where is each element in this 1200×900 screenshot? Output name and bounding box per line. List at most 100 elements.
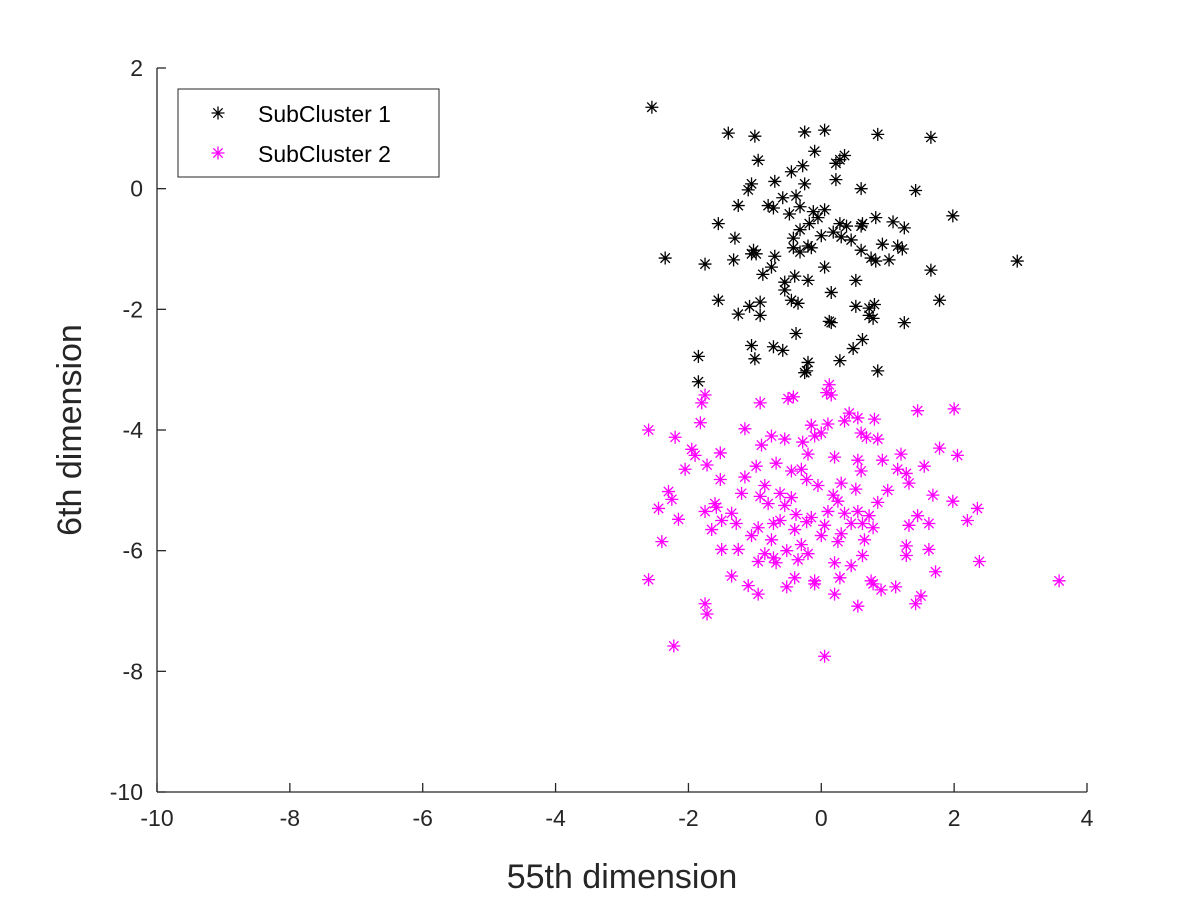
data-point [745, 177, 759, 191]
data-point [899, 539, 913, 553]
data-point [768, 249, 782, 263]
data-point [801, 273, 815, 287]
data-point [764, 533, 778, 547]
data-point [698, 257, 712, 271]
data-point [800, 515, 814, 529]
data-point [811, 211, 825, 225]
data-point [828, 450, 842, 464]
data-point [755, 438, 768, 452]
data-point [933, 293, 947, 307]
data-point [778, 432, 792, 446]
data-point [731, 542, 745, 556]
data-point [786, 241, 800, 255]
data-point [864, 574, 878, 588]
data-point [881, 483, 895, 497]
data-point [824, 285, 838, 299]
data-point [667, 639, 681, 653]
data-point [788, 523, 802, 537]
data-point [796, 159, 810, 173]
data-point [911, 404, 925, 418]
data-point [924, 263, 938, 277]
data-point [889, 580, 903, 594]
data-point [821, 504, 835, 518]
data-point [851, 453, 865, 467]
data-point [818, 203, 832, 217]
data-point [789, 326, 803, 340]
data-point [866, 577, 880, 591]
data-point [748, 129, 762, 143]
data-point [743, 299, 757, 313]
data-point [834, 230, 848, 244]
data-point [922, 542, 936, 556]
data-point [818, 123, 832, 137]
data-point [826, 488, 840, 502]
data-point [665, 492, 679, 506]
data-point [751, 521, 765, 535]
data-point [738, 470, 752, 484]
data-point [721, 126, 735, 140]
data-point [831, 494, 845, 508]
data-point [745, 529, 759, 543]
data-point [738, 422, 752, 436]
legend-marker-icon [211, 106, 225, 120]
data-point [866, 521, 880, 535]
data-point [793, 245, 807, 259]
data-point [798, 125, 812, 139]
data-point [846, 342, 860, 356]
data-point [735, 486, 749, 500]
data-point [871, 127, 885, 141]
data-point [786, 231, 800, 245]
data-point [756, 267, 770, 281]
data-point [780, 580, 794, 594]
data-point [741, 183, 755, 197]
data-point [829, 173, 843, 187]
data-point [828, 556, 842, 570]
data-point [645, 100, 659, 114]
data-point [662, 485, 675, 499]
data-point [758, 479, 772, 493]
data-point [778, 275, 792, 289]
data-point [869, 211, 883, 225]
x-tick-label: -6 [412, 805, 432, 831]
data-point [851, 599, 865, 613]
data-point [946, 494, 960, 508]
data-point [801, 447, 815, 461]
data-point [781, 392, 795, 406]
data-point [1010, 254, 1024, 268]
x-tick-label: -4 [545, 805, 566, 831]
data-point [871, 364, 885, 378]
data-point [808, 144, 822, 158]
data-point [838, 414, 852, 428]
data-point [874, 583, 888, 597]
data-point [784, 165, 798, 179]
data-point [731, 307, 745, 321]
data-point [849, 273, 863, 287]
data-point [705, 523, 719, 537]
data-point [854, 426, 868, 440]
data-point [780, 544, 794, 558]
data-point [678, 462, 692, 476]
data-point [794, 538, 808, 552]
data-point [741, 579, 755, 593]
data-point [695, 396, 709, 410]
data-point [844, 233, 858, 247]
data-point [652, 501, 666, 515]
data-point [824, 316, 838, 330]
data-point [844, 517, 858, 531]
data-point [855, 333, 869, 346]
data-point [798, 177, 812, 191]
data-point [725, 506, 739, 520]
data-point [753, 489, 767, 503]
data-point [713, 446, 727, 460]
data-point [897, 316, 911, 330]
data-point [851, 411, 865, 425]
x-axis-title: 55th dimension [507, 858, 738, 896]
y-tick-label: 0 [130, 176, 143, 202]
data-point [691, 375, 705, 389]
x-tick-label: 2 [948, 805, 961, 831]
data-point [897, 221, 911, 235]
x-tick-label: 4 [1081, 805, 1094, 831]
data-point [728, 231, 742, 245]
data-point [753, 295, 767, 309]
legend-marker-subcluster-2 [211, 146, 225, 160]
